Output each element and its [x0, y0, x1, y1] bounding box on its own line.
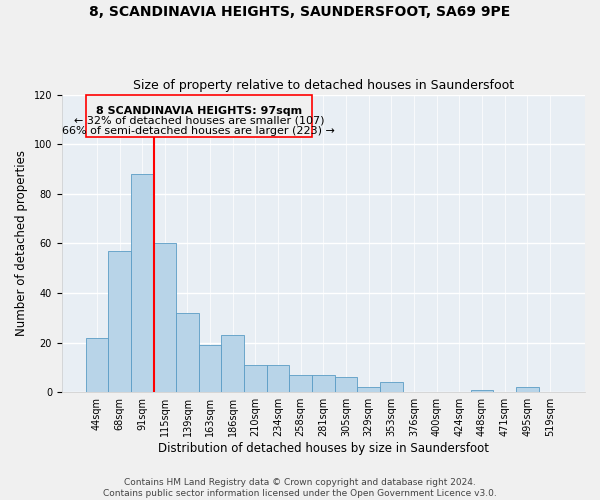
Bar	[267, 365, 289, 392]
Bar	[176, 313, 199, 392]
Bar	[108, 251, 131, 392]
Text: 66% of semi-detached houses are larger (223) →: 66% of semi-detached houses are larger (…	[62, 126, 335, 136]
Text: ← 32% of detached houses are smaller (107): ← 32% of detached houses are smaller (10…	[74, 116, 324, 126]
FancyBboxPatch shape	[86, 94, 312, 136]
Title: Size of property relative to detached houses in Saundersfoot: Size of property relative to detached ho…	[133, 79, 514, 92]
Bar	[244, 365, 267, 392]
Bar	[312, 375, 335, 392]
Bar	[154, 244, 176, 392]
Bar	[380, 382, 403, 392]
Bar	[221, 335, 244, 392]
Text: 8 SCANDINAVIA HEIGHTS: 97sqm: 8 SCANDINAVIA HEIGHTS: 97sqm	[96, 106, 302, 116]
Text: 8, SCANDINAVIA HEIGHTS, SAUNDERSFOOT, SA69 9PE: 8, SCANDINAVIA HEIGHTS, SAUNDERSFOOT, SA…	[89, 5, 511, 19]
Bar	[86, 338, 108, 392]
X-axis label: Distribution of detached houses by size in Saundersfoot: Distribution of detached houses by size …	[158, 442, 489, 455]
Bar	[470, 390, 493, 392]
Text: Contains HM Land Registry data © Crown copyright and database right 2024.
Contai: Contains HM Land Registry data © Crown c…	[103, 478, 497, 498]
Bar	[131, 174, 154, 392]
Y-axis label: Number of detached properties: Number of detached properties	[15, 150, 28, 336]
Bar	[358, 387, 380, 392]
Bar	[335, 378, 358, 392]
Bar	[199, 345, 221, 392]
Bar	[289, 375, 312, 392]
Bar	[516, 387, 539, 392]
